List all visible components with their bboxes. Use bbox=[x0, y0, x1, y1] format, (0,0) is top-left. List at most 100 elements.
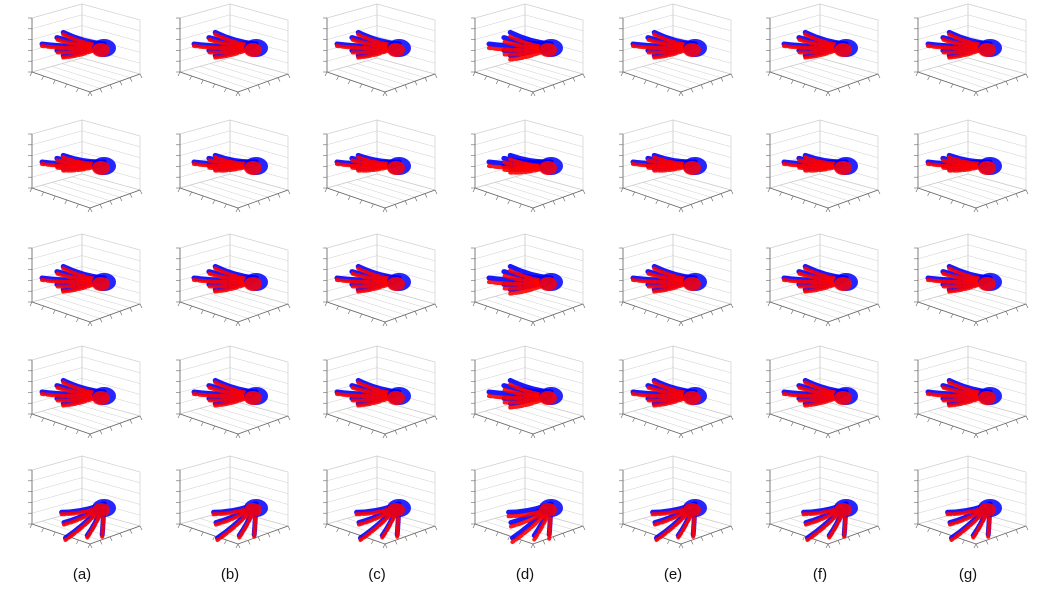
plot-3d bbox=[471, 455, 586, 549]
palm-red bbox=[978, 161, 996, 175]
plot-3d bbox=[28, 233, 143, 327]
plot-cell bbox=[746, 230, 894, 344]
plot-cell bbox=[451, 230, 599, 344]
plot-3d bbox=[766, 345, 881, 439]
hand-pointcloud bbox=[39, 377, 116, 408]
palm-red bbox=[539, 161, 557, 175]
palm-red bbox=[92, 503, 110, 517]
palm-red bbox=[387, 277, 405, 291]
plot-cell bbox=[451, 116, 599, 230]
plot-3d bbox=[28, 455, 143, 549]
palm-red bbox=[539, 503, 557, 517]
hand-pointcloud bbox=[925, 29, 1002, 60]
hand-pointcloud bbox=[191, 152, 268, 175]
axes-box bbox=[471, 119, 586, 213]
plot-cell bbox=[156, 116, 304, 230]
plot-3d bbox=[28, 3, 143, 97]
plot-cell bbox=[894, 230, 1039, 344]
palm-red bbox=[834, 43, 852, 57]
plot-3d bbox=[471, 3, 586, 97]
column-caption: (a) bbox=[72, 566, 92, 583]
hand-pointcloud bbox=[781, 152, 858, 175]
plot-cell bbox=[156, 342, 304, 456]
hand-pointcloud bbox=[925, 377, 1002, 408]
column-caption: (c) bbox=[368, 566, 386, 583]
column-caption: (g) bbox=[958, 566, 978, 583]
plot-3d bbox=[766, 455, 881, 549]
axes-box bbox=[28, 233, 143, 327]
palm-red bbox=[92, 43, 110, 57]
plot-3d bbox=[619, 345, 734, 439]
hand-pointcloud bbox=[39, 263, 116, 294]
hand-pointcloud bbox=[39, 152, 116, 175]
hand-pointcloud bbox=[486, 263, 563, 296]
palm-red bbox=[978, 277, 996, 291]
plot-cell bbox=[303, 452, 451, 566]
plot-cell bbox=[746, 342, 894, 456]
hand-pointcloud bbox=[925, 263, 1002, 294]
hand-pointcloud bbox=[191, 377, 268, 408]
axes-box bbox=[914, 119, 1029, 213]
plot-cell bbox=[8, 116, 156, 230]
plot-cell bbox=[451, 0, 599, 114]
hand-pointcloud bbox=[801, 499, 858, 542]
plot-cell bbox=[8, 342, 156, 456]
palm-red bbox=[539, 43, 557, 57]
column-caption: (b) bbox=[220, 566, 240, 583]
axes-box bbox=[176, 455, 291, 549]
plot-3d bbox=[28, 345, 143, 439]
palm-red bbox=[244, 277, 262, 291]
palm-red bbox=[539, 277, 557, 291]
palm-red bbox=[978, 391, 996, 405]
plot-3d bbox=[176, 119, 291, 213]
plot-3d bbox=[619, 3, 734, 97]
palm-red bbox=[683, 277, 701, 291]
palm-red bbox=[834, 391, 852, 405]
axes-box bbox=[619, 3, 734, 97]
hand-pointcloud bbox=[334, 377, 411, 408]
axes-box bbox=[471, 455, 586, 549]
palm-red bbox=[244, 503, 262, 517]
plot-3d bbox=[914, 345, 1029, 439]
hand-pointcloud bbox=[191, 29, 268, 60]
plot-3d bbox=[471, 345, 586, 439]
palm-red bbox=[92, 391, 110, 405]
axes-box bbox=[323, 3, 438, 97]
plot-cell bbox=[894, 0, 1039, 114]
hand-pointcloud bbox=[781, 29, 858, 60]
hand-pointcloud bbox=[334, 29, 411, 60]
palm-red bbox=[834, 161, 852, 175]
palm-red bbox=[683, 161, 701, 175]
plot-3d bbox=[323, 233, 438, 327]
hand-pointcloud bbox=[630, 263, 707, 294]
plot-cell bbox=[599, 342, 747, 456]
palm-red bbox=[387, 43, 405, 57]
hand-pointcloud bbox=[925, 152, 1002, 175]
hand-pointcloud bbox=[630, 29, 707, 60]
axes-box bbox=[28, 455, 143, 549]
palm-red bbox=[387, 391, 405, 405]
hand-pointcloud bbox=[506, 499, 563, 544]
plot-cell bbox=[303, 342, 451, 456]
hand-pointcloud bbox=[191, 263, 268, 294]
palm-red bbox=[834, 503, 852, 517]
hand-pointcloud bbox=[630, 377, 707, 408]
plot-3d bbox=[471, 119, 586, 213]
hand-pointcloud bbox=[354, 499, 411, 542]
axes-box bbox=[323, 455, 438, 549]
palm-red bbox=[978, 43, 996, 57]
plot-cell bbox=[894, 342, 1039, 456]
column-caption: (e) bbox=[663, 566, 683, 583]
palm-red bbox=[387, 503, 405, 517]
hand-pointcloud bbox=[211, 499, 268, 542]
palm-red bbox=[244, 161, 262, 175]
plot-cell bbox=[894, 116, 1039, 230]
plot-cell bbox=[746, 0, 894, 114]
palm-red bbox=[92, 161, 110, 175]
plot-cell bbox=[8, 230, 156, 344]
plot-cell bbox=[303, 116, 451, 230]
plot-cell bbox=[156, 0, 304, 114]
palm-red bbox=[244, 43, 262, 57]
plot-cell bbox=[8, 452, 156, 566]
plot-cell bbox=[8, 0, 156, 114]
